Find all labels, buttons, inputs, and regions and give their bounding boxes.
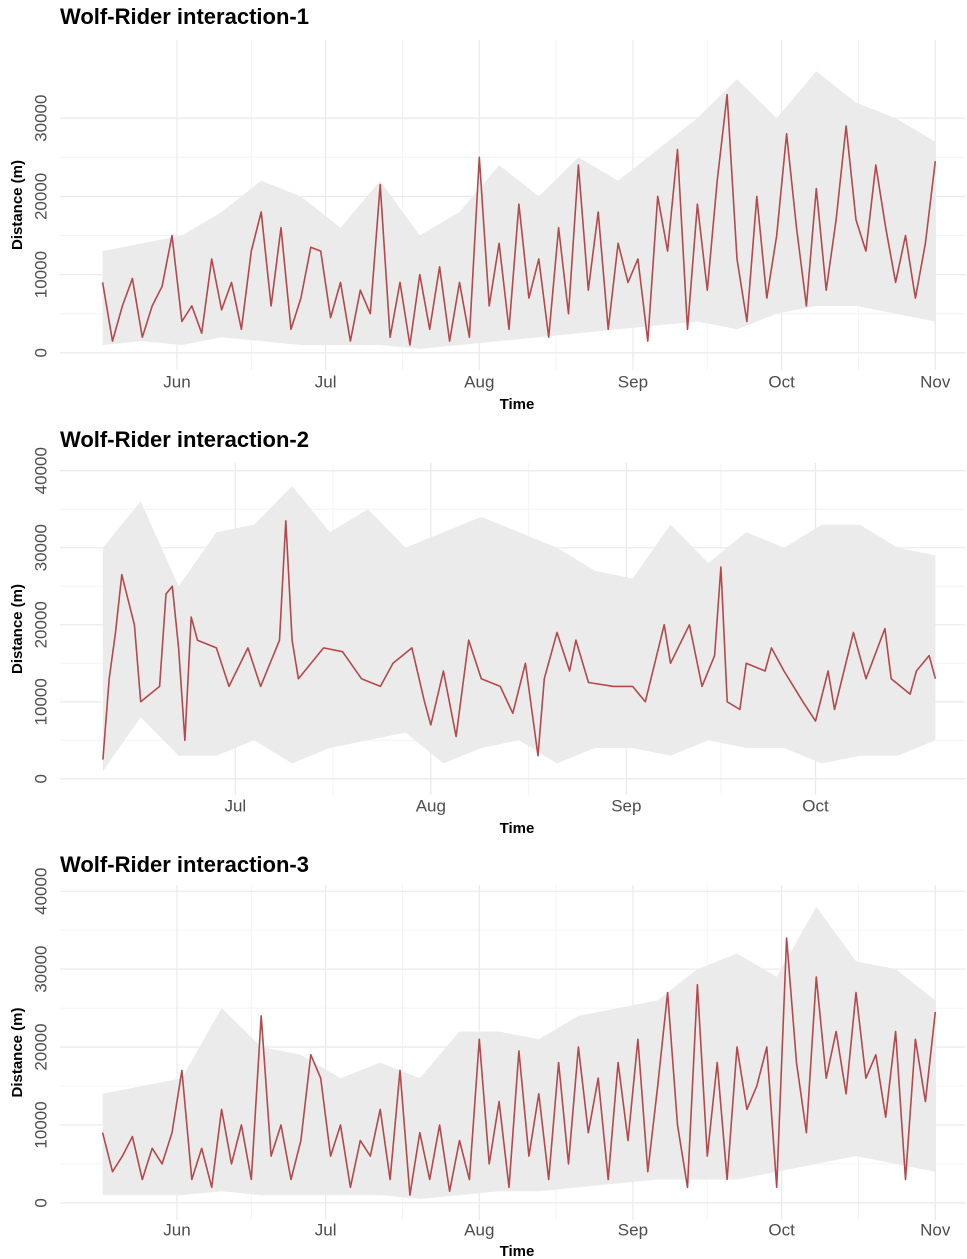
distance-line xyxy=(102,520,937,760)
chart-title: Wolf-Rider interaction-2 xyxy=(60,427,309,452)
x-tick-label: Jun xyxy=(163,1220,190,1239)
y-axis-title: Distance (m) xyxy=(9,584,26,674)
y-tick-label: 0 xyxy=(31,348,50,357)
x-tick-label: Jun xyxy=(163,372,190,391)
y-tick-label: 20000 xyxy=(31,1023,50,1070)
x-axis-title: Time xyxy=(500,396,535,413)
distance-line xyxy=(101,937,937,1196)
y-tick-label: 10000 xyxy=(31,678,50,725)
x-tick-label: Aug xyxy=(464,372,494,391)
x-axis-title: Time xyxy=(500,1243,535,1259)
x-tick-label: Aug xyxy=(416,796,446,815)
y-tick-label: 0 xyxy=(31,1198,50,1207)
y-tick-label: 30000 xyxy=(31,524,50,571)
x-axis-title: Time xyxy=(500,820,535,837)
panel: 0 10000 20000 30000 Jun Jul Aug Sep Oct Nov Wolf-R… xyxy=(9,4,965,413)
y-tick-label: 20000 xyxy=(31,173,50,220)
x-tick-label: Aug xyxy=(464,1220,494,1239)
y-axis-title: Distance (m) xyxy=(9,1007,26,1097)
confidence-band xyxy=(102,486,936,772)
y-tick-label: 40000 xyxy=(31,447,50,494)
x-tick-label: Nov xyxy=(920,372,951,391)
panel: 0 10000 20000 30000 40000 Jun Jul Aug Sep Oct Nov W… xyxy=(9,852,965,1259)
x-tick-label: Oct xyxy=(768,372,795,391)
y-tick-label: 20000 xyxy=(31,601,50,648)
distance-line xyxy=(101,93,937,346)
chart-title: Wolf-Rider interaction-1 xyxy=(60,4,309,29)
y-axis-title: Distance (m) xyxy=(9,160,26,250)
x-tick-label: Oct xyxy=(768,1220,795,1239)
y-tick-label: 30000 xyxy=(31,95,50,142)
x-tick-label: Nov xyxy=(920,1220,951,1239)
x-tick-label: Sep xyxy=(611,796,641,815)
y-tick-label: 0 xyxy=(31,774,50,783)
y-tick-label: 30000 xyxy=(31,945,50,992)
x-tick-label: Jul xyxy=(224,796,246,815)
x-tick-label: Jul xyxy=(315,372,337,391)
x-tick-label: Oct xyxy=(802,796,829,815)
x-tick-label: Sep xyxy=(618,372,648,391)
x-tick-label: Sep xyxy=(618,1220,648,1239)
y-tick-label: 10000 xyxy=(31,251,50,298)
chart-title: Wolf-Rider interaction-3 xyxy=(60,852,309,877)
y-tick-label: 10000 xyxy=(31,1101,50,1148)
x-tick-label: Jul xyxy=(315,1220,337,1239)
y-tick-label: 40000 xyxy=(31,868,50,915)
panel: 0 10000 20000 30000 40000 Jul Aug Sep Oct Wolf-Ri… xyxy=(9,427,965,837)
